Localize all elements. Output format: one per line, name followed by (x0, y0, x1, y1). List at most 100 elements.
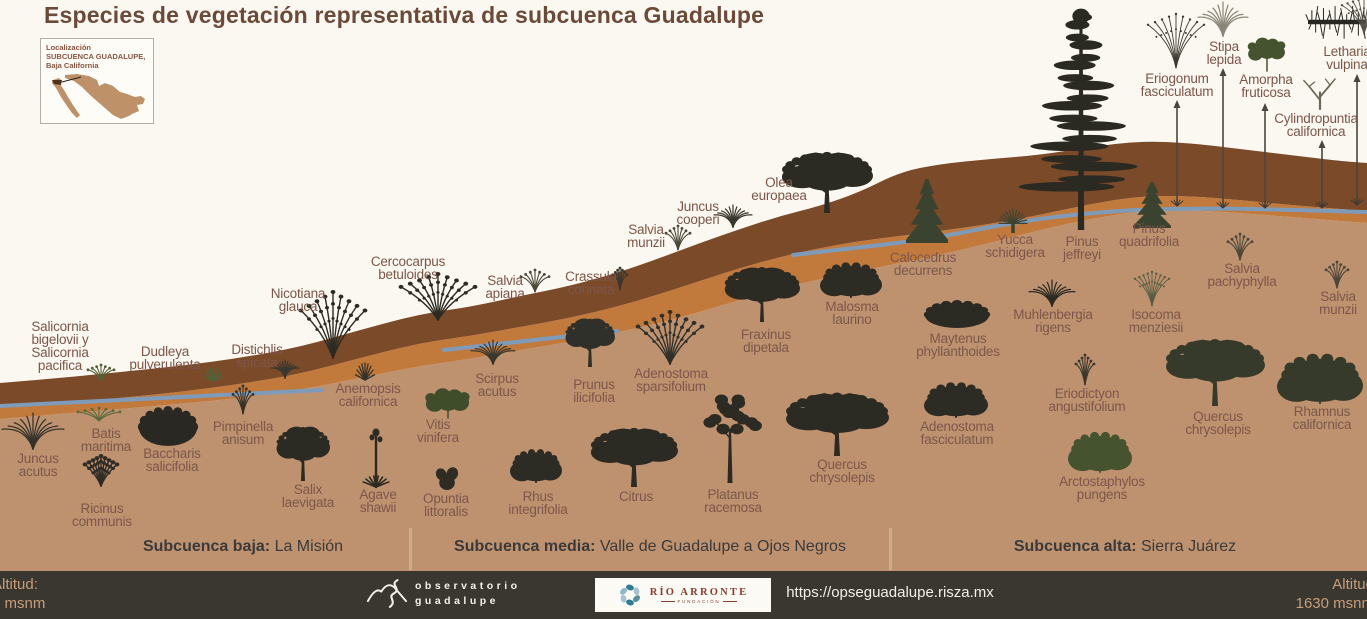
plant-silhouettes (1, 0, 1367, 490)
plant-grass (270, 359, 300, 379)
plant-tree (276, 426, 330, 481)
species-label: Quercus chrysolepis (1185, 409, 1251, 437)
species-label: Baccharis salicifolia (143, 446, 201, 474)
mountain-river-icon (366, 579, 408, 608)
species-label: Salvia munzii (1319, 289, 1357, 317)
species-label: Stipa lepida (1206, 39, 1242, 67)
species-label: Juncus cooperi (676, 199, 720, 227)
observatorio-line: guadalupe (415, 594, 500, 607)
plant-grass (1, 412, 65, 450)
plant-grass (713, 204, 753, 228)
species-label: Pinus jeffreyi (1063, 234, 1101, 262)
terrain-layer-ground (0, 210, 1367, 571)
species-label: Distichlis spicata (231, 342, 283, 370)
species-label: Olea europaea (751, 175, 807, 203)
terrain-layer-topsoil (0, 141, 1367, 408)
location-line: SUBCUENCA GUADALUPE, (46, 52, 146, 61)
elevation-arrow (1350, 74, 1364, 206)
zone-label-subcuenca-baja: Subcuenca baja: La Misión (143, 538, 343, 556)
location-box: Localización SUBCUENCA GUADALUPE, Baja C… (40, 38, 154, 124)
rio-arronte-petal-icon (619, 584, 640, 606)
zone-divider (889, 528, 892, 570)
plant-mound (923, 300, 991, 328)
plant-grass (1028, 279, 1076, 307)
zone-place: Valle de Guadalupe a Ojos Negros (595, 538, 846, 555)
plant-tuft (664, 224, 692, 251)
species-label: Letharia vulpina (1323, 44, 1367, 72)
plant-vshrub (82, 454, 120, 487)
altitude-left: Altitud: 0 msnm (0, 576, 45, 614)
plant-grass (1197, 1, 1249, 37)
plant-tuft (1226, 232, 1254, 261)
species-label: Yucca schidigera (985, 232, 1045, 260)
species-label: Cylindropuntia californica (1274, 111, 1358, 139)
species-label: Malosma laurino (825, 299, 879, 327)
species-label: Pimpinella anisum (212, 419, 274, 447)
plant-tuft (76, 406, 122, 422)
map-pointer-line (61, 76, 82, 83)
species-label: Vitis vinifera (417, 417, 459, 445)
species-label: Citrus (618, 489, 654, 504)
zone-place: Sierra Juárez (1136, 538, 1237, 555)
plant-tuft (519, 268, 551, 293)
species-label: Dudleya pulverulenta (129, 344, 201, 372)
plant-rosette (354, 362, 376, 381)
species-label: Rhus integrifolia (508, 489, 568, 517)
page-title: Especies de vegetación representativa de… (44, 2, 765, 28)
plant-tuft (1074, 353, 1096, 386)
species-label: Rhamnus californica (1292, 404, 1352, 432)
species-label: Ricinus communis (72, 501, 132, 529)
species-label: Agave shawii (359, 487, 397, 515)
footer-bar: Altitud: 0 msnm observatorio guadalupe (0, 571, 1367, 619)
species-label: Muhlenbergia rigens (1013, 307, 1093, 335)
species-label: Salvia pachyphylla (1207, 261, 1277, 289)
plant-bigtree (590, 427, 678, 487)
zone-label-subcuenca-alta: Subcuenca alta: Sierra Juárez (1014, 538, 1236, 556)
elevation-arrows (1170, 68, 1364, 209)
zone-label-subcuenca-media: Subcuenca media: Valle de Guadalupe a Oj… (454, 538, 846, 556)
observatorio-wordmark: observatorio guadalupe (415, 579, 521, 607)
altitude-value: 1630 msnm (1295, 594, 1367, 612)
plant-tuft (86, 363, 116, 382)
plant-grass (470, 339, 516, 365)
elevation-arrow (1170, 100, 1184, 207)
species-label: Adenostoma sparsifolium (634, 366, 708, 394)
observatorio-line: observatorio (415, 580, 521, 593)
species-label: Quercus chrysolepis (809, 457, 875, 485)
plant-yucca (998, 207, 1028, 233)
plant-mound (137, 406, 199, 446)
species-label: Anemopsis californica (335, 381, 401, 409)
altitude-label: Altitud (1332, 576, 1367, 593)
plant-sketch (1146, 12, 1206, 69)
plant-vshrub (298, 290, 368, 359)
plant-sketch (1340, 0, 1367, 35)
species-label: Batis maritima (80, 426, 132, 454)
species-label: Fraxinus dipetala (740, 327, 792, 355)
plant-tuft (611, 266, 629, 291)
plant-shrub (1277, 353, 1363, 404)
plant-sketch (1133, 270, 1171, 307)
species-label: Salvia munzii (627, 222, 665, 250)
plant-tuft (1324, 260, 1350, 289)
species-label: Opuntia littoralis (423, 491, 469, 519)
rio-arronte-subtitle: FUNDACIÓN (661, 599, 738, 604)
species-label: Crassula connata (565, 269, 617, 297)
rio-arronte-name: RÍO ARRONTE (649, 586, 749, 598)
altitude-right: Altitud 1630 msnm (1296, 576, 1367, 614)
species-label: Arctostaphylos pungens (1059, 474, 1145, 502)
species-label: Adenostoma fasciculatum (920, 419, 994, 447)
elevation-arrow (1216, 68, 1230, 209)
plant-vine (425, 388, 470, 419)
zone-name: Subcuenca media: (454, 538, 596, 555)
species-label: Calocedrus decurrens (889, 250, 957, 278)
species-label: Salicornia bigelovii y Salicornia pacifica (31, 319, 89, 373)
species-label: Maytenus phyllanthoides (916, 331, 1000, 359)
plant-tree (724, 267, 800, 322)
species-label: Amorpha fruticosa (1239, 72, 1293, 100)
species-label: Platanus racemosa (704, 487, 762, 515)
plant-bigtree (1166, 338, 1265, 406)
subcuenca-marker (52, 80, 62, 85)
species-label: Eriodictyon angustifolium (1048, 386, 1126, 414)
location-line: Baja California (46, 61, 99, 70)
